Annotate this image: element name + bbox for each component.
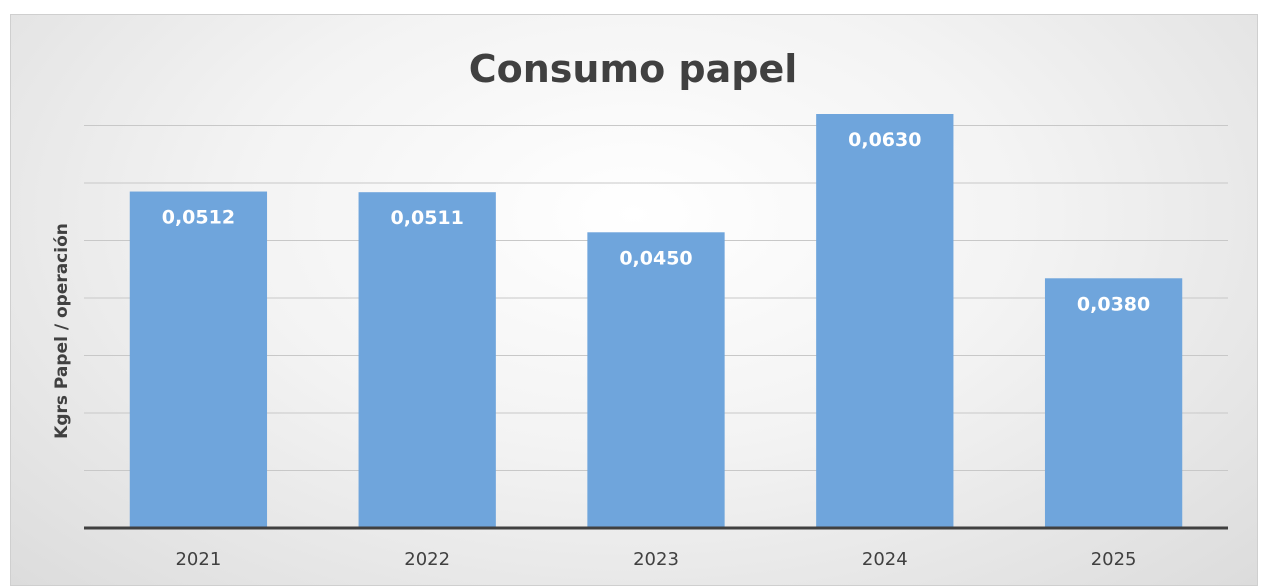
x-tick-label-2024: 2024 xyxy=(862,549,908,570)
data-label-2025: 0,0380 xyxy=(1077,293,1150,315)
chart-title: Consumo papel xyxy=(469,47,798,91)
x-tick-labels: 2021 2022 2023 2024 2025 xyxy=(175,549,1136,570)
bar-2024[interactable] xyxy=(816,114,954,528)
data-label-2021: 0,0512 xyxy=(162,207,235,229)
x-tick-label-2023: 2023 xyxy=(633,549,679,570)
data-label-2024: 0,0630 xyxy=(848,129,921,151)
x-tick-label-2025: 2025 xyxy=(1091,549,1137,570)
data-label-2022: 0,0511 xyxy=(391,207,464,229)
x-tick-label-2021: 2021 xyxy=(175,549,221,570)
bar-2023[interactable] xyxy=(587,232,725,529)
x-tick-label-2022: 2022 xyxy=(404,549,450,570)
data-label-2023: 0,0450 xyxy=(619,247,692,269)
bar-chart: Consumo papel Kgrs Papel / operación 0,0… xyxy=(52,47,1228,570)
bar-2025[interactable] xyxy=(1044,278,1183,528)
bar-2021[interactable] xyxy=(129,191,268,529)
bars: 0,0512 0,0511 0,0450 0,0630 0,0380 xyxy=(129,114,1183,529)
y-axis-label: Kgrs Papel / operación xyxy=(52,223,72,439)
bar-2022[interactable] xyxy=(358,192,496,528)
chart-area[interactable]: Consumo papel Kgrs Papel / operación 0,0… xyxy=(10,14,1258,586)
